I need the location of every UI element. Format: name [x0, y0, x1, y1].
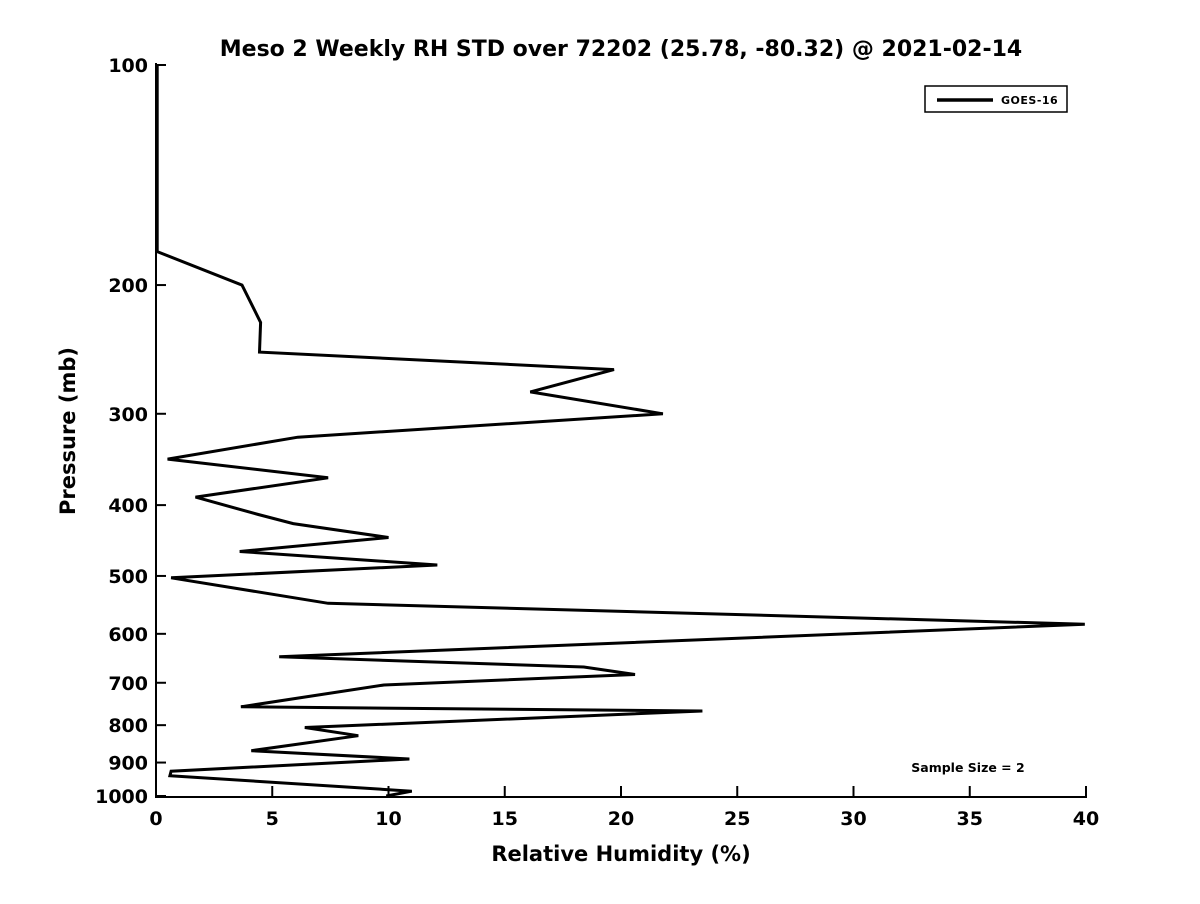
y-tick-label: 900	[108, 753, 148, 775]
x-tick-label: 40	[1073, 808, 1099, 830]
x-tick-label: 0	[149, 808, 162, 830]
y-axis-label: Pressure (mb)	[56, 347, 80, 515]
legend: GOES-16	[924, 85, 1068, 113]
x-tick-label: 15	[492, 808, 518, 830]
y-tick-label: 800	[108, 715, 148, 737]
y-axis-ticks: 100 200 300 400 500 600 700 800 900 1000	[95, 55, 166, 808]
x-tick-label: 5	[266, 808, 279, 830]
y-tick-label: 300	[108, 404, 148, 426]
x-tick-label: 25	[724, 808, 750, 830]
data-series-group	[155, 65, 1085, 798]
y-tick-label: 600	[108, 624, 148, 646]
series-line-GOES-16	[155, 65, 1085, 798]
legend-label: GOES-16	[1001, 94, 1058, 107]
sample-size-annotation: Sample Size = 2	[911, 760, 1024, 775]
y-tick-label: 100	[108, 55, 148, 77]
x-axis-ticks: 0 5 10 15 20 25 30 35 40	[149, 786, 1099, 830]
x-tick-label: 30	[840, 808, 866, 830]
y-tick-label: 700	[108, 673, 148, 695]
x-tick-label: 35	[957, 808, 983, 830]
x-tick-label: 20	[608, 808, 634, 830]
y-tick-label: 500	[108, 566, 148, 588]
y-tick-label: 400	[108, 495, 148, 517]
axes: 0 5 10 15 20 25 30 35 40 100 200 300 400 500 600 700 80…	[95, 55, 1099, 830]
y-tick-label: 1000	[95, 786, 148, 808]
x-axis-label: Relative Humidity (%)	[491, 842, 750, 866]
chart-title: Meso 2 Weekly RH STD over 72202 (25.78, …	[220, 37, 1022, 62]
y-tick-label: 200	[108, 275, 148, 297]
x-tick-label: 10	[375, 808, 401, 830]
